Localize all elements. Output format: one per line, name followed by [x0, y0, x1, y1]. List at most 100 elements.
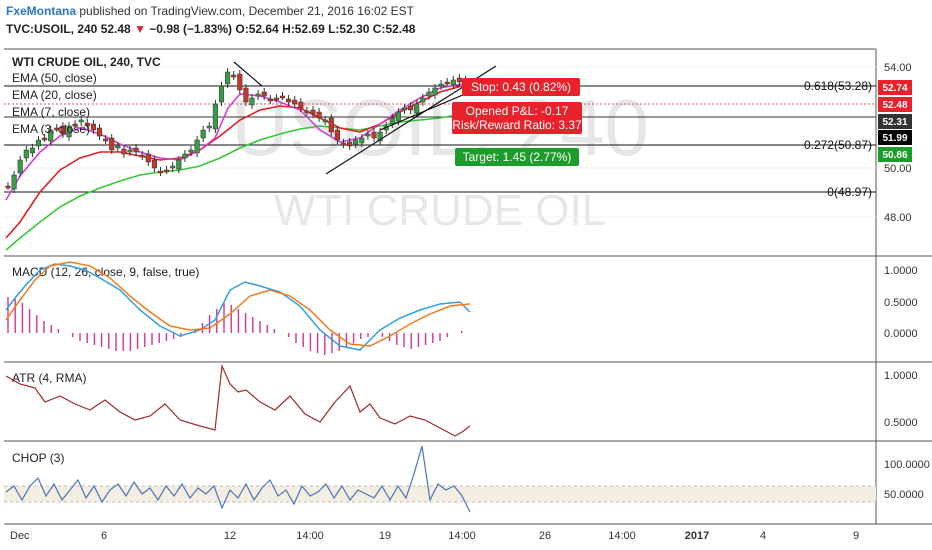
time-axis[interactable]: Dec 6 12 14:00 19 14:00 26 14:00 2017 4 … [10, 530, 859, 542]
time-tick: 14:00 [608, 530, 636, 542]
candle-body [109, 137, 115, 151]
price-tag [878, 80, 912, 95]
chop-title[interactable]: CHOP (3) [12, 451, 64, 465]
atr-title[interactable]: ATR (4, RMA) [12, 371, 86, 385]
candle-body [304, 110, 310, 114]
candle-body [188, 149, 194, 153]
price-tag-text: 52.48 [882, 100, 907, 111]
stop-label[interactable]: Stop: 0.43 (0.82%) [462, 78, 580, 96]
fib-label-0272: 0.272(50.87) [804, 138, 872, 152]
macd-tick: 1.0000 [884, 265, 918, 277]
candle-body [243, 87, 249, 103]
price-tag [878, 114, 912, 129]
chop-axis[interactable]: 100.0000 50.0000 [884, 459, 930, 501]
candle-body [286, 98, 292, 103]
candle-body [218, 85, 225, 103]
candle-body [121, 148, 127, 155]
time-tick: 14:00 [448, 530, 476, 542]
time-tick: 6 [101, 530, 107, 542]
candle-body [267, 98, 273, 102]
candle-body [54, 127, 60, 131]
candle-body [48, 129, 54, 142]
price-tick: 54.00 [884, 62, 912, 74]
candle-body [310, 109, 316, 115]
macd-axis[interactable]: 1.0000 0.5000 0.0000 [884, 265, 918, 340]
candle-body [133, 147, 139, 153]
candle-body [438, 83, 444, 87]
candle-body [115, 145, 121, 149]
pnl-label[interactable]: Opened P&L: -0.17 Risk/Reward Ratio: 3.3… [452, 102, 582, 134]
price-tag [878, 97, 912, 112]
macd-tick: 0.5000 [884, 297, 918, 309]
candle-body [261, 91, 267, 97]
candle-body [225, 71, 231, 85]
candle-body [401, 107, 408, 111]
author-link[interactable]: FxeMontana [6, 4, 77, 18]
time-tick: 26 [539, 530, 551, 542]
fib-label-0618: 0.618(53.28) [804, 79, 872, 93]
candle-body [279, 95, 286, 99]
rr-text: Risk/Reward Ratio: 3.37 [452, 118, 582, 132]
candlestick-series [5, 68, 469, 193]
symbol-price: TVC:USOIL, 240 52.48 [6, 22, 131, 36]
candle-body [212, 103, 218, 130]
target-label[interactable]: Target: 1.45 (2.77%) [455, 148, 579, 166]
atr-line [5, 363, 471, 437]
price-tag-text: 52.31 [882, 117, 907, 128]
legend-ema50[interactable]: EMA (50, close) [12, 71, 97, 85]
candle-body [170, 165, 176, 169]
publish-line: FxeMontana published on TradingView.com,… [6, 4, 414, 18]
legend-ema3[interactable]: EMA (3, close) [12, 122, 90, 136]
ema7-line [5, 83, 463, 201]
legend-ema20[interactable]: EMA (20, close) [12, 88, 97, 102]
candle-body [359, 137, 365, 144]
candle-body [206, 125, 212, 129]
candle-body [389, 117, 395, 125]
candle-body [444, 81, 450, 85]
candle-body [420, 97, 426, 103]
candle-body [231, 74, 237, 78]
price-tick: 48.00 [884, 212, 912, 224]
candle-body [340, 142, 347, 146]
price-tags: 52.74 52.48 52.31 51.99 50.86 [878, 80, 912, 162]
candle-body [334, 129, 340, 141]
atr-axis[interactable]: 1.0000 0.5000 [884, 370, 918, 429]
candle-body [456, 77, 462, 83]
price-tag-text: 51.99 [882, 133, 907, 144]
candle-body [23, 149, 29, 159]
chop-tick: 50.0000 [884, 489, 924, 501]
candle-body [145, 153, 151, 163]
pnl-text: Opened P&L: -0.17 [466, 104, 569, 118]
candle-body [395, 111, 401, 122]
time-tick: 19 [379, 530, 391, 542]
macd-line [5, 263, 471, 351]
candle-body [139, 154, 145, 158]
candle-body [432, 87, 438, 96]
price-tag-text: 50.86 [882, 150, 907, 161]
ohlc-values: O:52.64 H:52.69 L:52.30 C:52.48 [235, 22, 416, 36]
chart-canvas[interactable]: USOIL, 240 WTI CRUDE OIL 0.618(53.28) 0.… [0, 48, 932, 550]
pane-frame [4, 48, 932, 525]
candle-body [292, 99, 298, 105]
change-down-icon: ▼ [134, 22, 146, 36]
candle-body [182, 153, 188, 159]
price-axis[interactable]: 54.00 50.00 48.00 [884, 62, 912, 224]
candle-body [84, 122, 90, 127]
time-tick: 12 [224, 530, 236, 542]
time-tick: 2017 [685, 530, 709, 542]
signal-line [5, 261, 471, 347]
candle-body [151, 159, 157, 169]
main-title: WTI CRUDE OIL, 240, TVC [12, 55, 161, 69]
ema50-line [5, 113, 463, 251]
candle-body [414, 103, 420, 114]
price-tick: 50.00 [884, 163, 912, 175]
price-tag [878, 147, 912, 162]
macd-title[interactable]: MACD (12, 26, close, 9, false, true) [12, 265, 199, 279]
legend-ema7[interactable]: EMA (7, close) [12, 105, 90, 119]
candle-body [157, 170, 164, 174]
price-grid [4, 66, 876, 218]
candle-body [96, 127, 103, 137]
publish-info: published on TradingView.com, December 2… [79, 4, 415, 18]
candle-body [328, 117, 334, 133]
candle-body [347, 141, 353, 147]
